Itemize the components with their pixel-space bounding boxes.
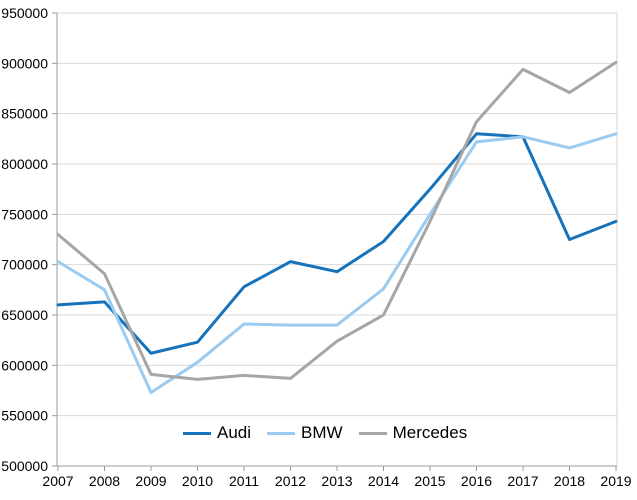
chart-legend: Audi BMW Mercedes (183, 423, 467, 443)
y-tick-label: 950000 (1, 5, 48, 21)
legend-label-audi: Audi (217, 423, 252, 442)
legend-label-mercedes: Mercedes (392, 423, 468, 442)
legend-label-bmw: BMW (301, 423, 343, 442)
y-tick-label: 550000 (1, 408, 48, 424)
x-tick-label: 2007 (42, 473, 73, 489)
y-tick-label: 900000 (1, 55, 48, 71)
y-tick-label: 700000 (1, 257, 48, 273)
series-line-mercedes (56, 60, 618, 381)
y-tick-label: 800000 (1, 156, 48, 172)
x-tick-label: 2017 (507, 473, 538, 489)
x-tick-label: 2016 (461, 473, 492, 489)
x-tick-label: 2013 (321, 473, 352, 489)
y-tick-label: 600000 (1, 357, 48, 373)
series-line-audi (56, 132, 618, 355)
legend-item-mercedes: Mercedes (358, 423, 468, 443)
y-tick-label: 650000 (1, 307, 48, 323)
x-tick-label: 2012 (275, 473, 306, 489)
x-tick-label: 2014 (368, 473, 399, 489)
x-tick-label: 2015 (414, 473, 445, 489)
legend-line-mercedes (358, 431, 387, 435)
legend-item-audi: Audi (183, 423, 251, 443)
legend-line-bmw (267, 431, 296, 435)
y-tick-label: 750000 (1, 206, 48, 222)
y-tick-label: 850000 (1, 106, 48, 122)
x-tick-label: 2010 (182, 473, 213, 489)
legend-item-bmw: BMW (267, 423, 343, 443)
x-tick-label: 2019 (600, 473, 631, 489)
series-line-bmw (56, 132, 618, 395)
x-tick-label: 2009 (135, 473, 166, 489)
x-tick-label: 2011 (229, 473, 259, 489)
x-tick-label: 2008 (89, 473, 120, 489)
legend-line-audi (183, 431, 211, 435)
x-tick-label: 2018 (554, 473, 585, 489)
y-tick-label: 500000 (1, 458, 48, 474)
